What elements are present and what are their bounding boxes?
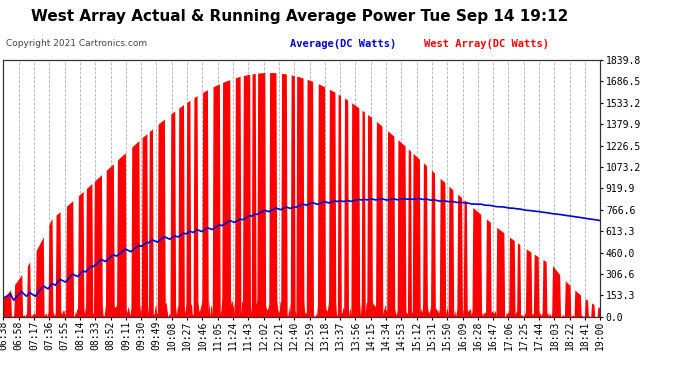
- Text: Copyright 2021 Cartronics.com: Copyright 2021 Cartronics.com: [6, 39, 147, 48]
- Text: West Array Actual & Running Average Power Tue Sep 14 19:12: West Array Actual & Running Average Powe…: [32, 9, 569, 24]
- Text: West Array(DC Watts): West Array(DC Watts): [424, 39, 549, 50]
- Text: Average(DC Watts): Average(DC Watts): [290, 39, 396, 50]
